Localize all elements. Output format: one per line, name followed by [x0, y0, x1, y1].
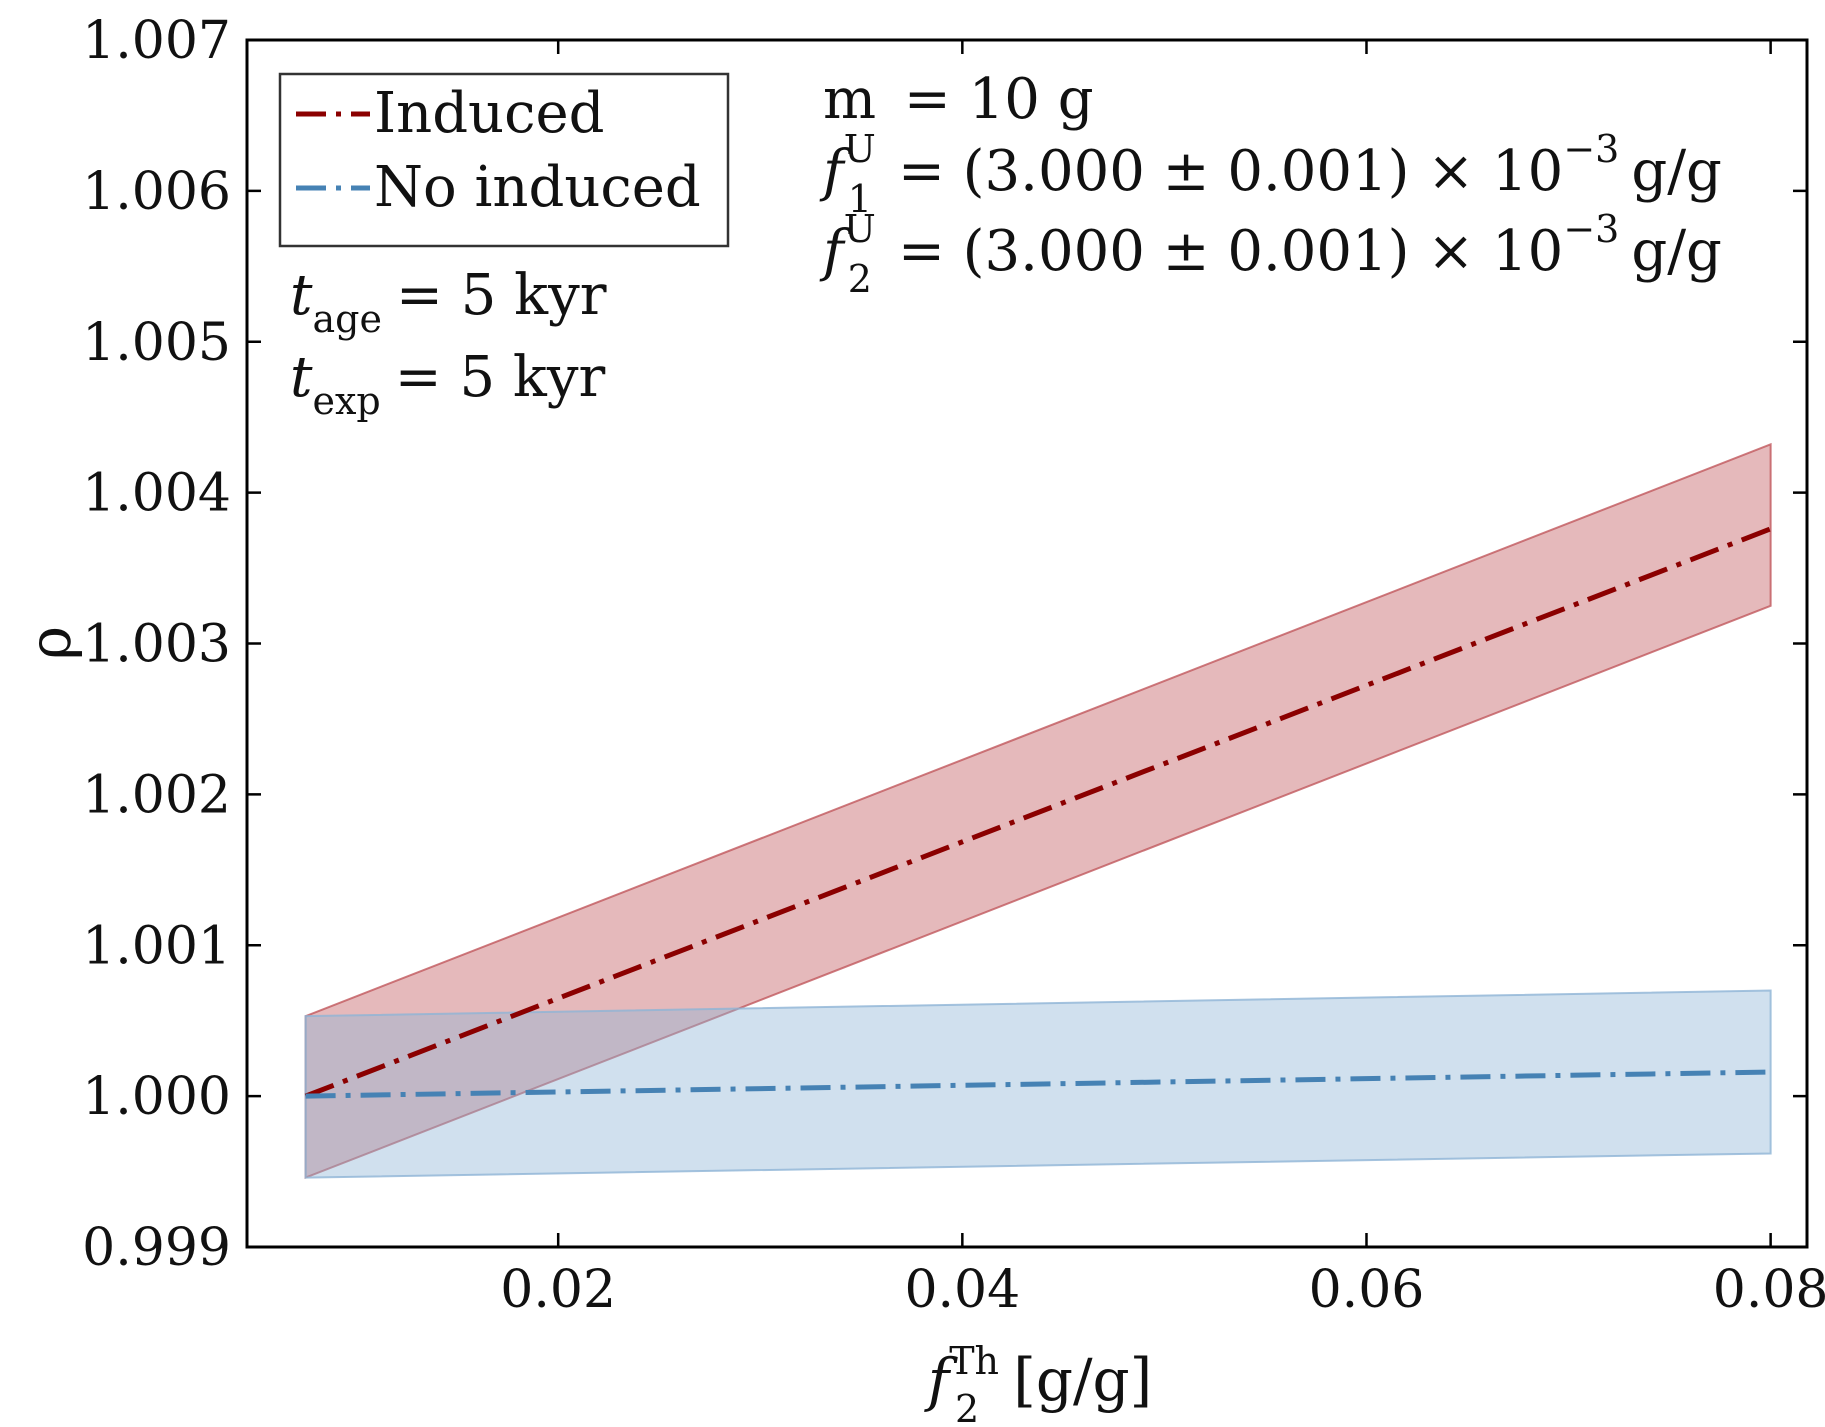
annotation-f2-sup: U — [844, 207, 876, 251]
annotation-t-exp-sub: exp — [313, 379, 381, 423]
y-tick-label: 1.001 — [82, 916, 231, 976]
svg-text:fU2= (3.000 ± 0.001) × 10−3g/g: fU 2 = (3.000 ± 0.001) × 10−3 g/g — [819, 207, 1722, 301]
annotation-f2-exp: −3 — [1563, 207, 1619, 251]
y-tick-label: 1.005 — [82, 313, 231, 373]
x-axis-title-sub: 2 — [955, 1387, 979, 1427]
annotation-t-exp-base: t — [290, 345, 313, 410]
svg-text:texp= 5 kyr: texp = 5 kyr — [290, 345, 605, 423]
line-no-induced — [305, 1069, 1771, 1099]
x-tick-label: 0.08 — [1713, 1260, 1825, 1320]
y-tick-label: 1.004 — [82, 464, 231, 524]
y-tick-label: 1.000 — [82, 1067, 231, 1127]
x-axis-title-sup: Th — [949, 1339, 999, 1383]
legend-box — [278, 72, 730, 248]
y-axis-title: ρ — [16, 626, 84, 660]
annotation-t-exp-rhs: = 5 kyr — [395, 345, 606, 410]
svg-text:fU1= (3.000 ± 0.001) × 10−3g/g: fU 1 = (3.000 ± 0.001) × 10−3 g/g — [819, 127, 1722, 221]
annotation-f2-rhs: = (3.000 ± 0.001) × 10 — [898, 219, 1563, 284]
legend-label-induced: Induced — [374, 81, 604, 146]
annotation-mass-lhs: m — [823, 67, 876, 132]
y-tick-label: 0.999 — [82, 1218, 231, 1278]
annotation-f1-unit: g/g — [1631, 139, 1722, 204]
line-induced — [304, 526, 1772, 1099]
annotation-f1-exp: −3 — [1563, 127, 1619, 171]
legend-label-no-induced: No induced — [374, 155, 701, 220]
annotation-t-age-base: t — [290, 263, 313, 328]
annotation-mass-rhs: = 10 g — [904, 67, 1094, 132]
annotation-f2-sub: 2 — [848, 257, 872, 301]
annotation-t-age: tage = 5 kyr — [290, 263, 607, 341]
annotation-t-age-rhs: = 5 kyr — [396, 263, 607, 328]
x-axis-title-unit: [g/g] — [1013, 1346, 1152, 1414]
y-tick-label: 1.007 — [82, 11, 231, 71]
annotation-t-exp: texp = 5 kyr — [290, 345, 605, 423]
annotation-f2-unit: g/g — [1631, 219, 1722, 284]
annotation-mass: m = 10 g — [823, 67, 1094, 132]
x-axis-title: fTh 2 [g/g] — [924, 1339, 1153, 1427]
series-lines — [304, 526, 1772, 1099]
x-tick-label: 0.04 — [904, 1260, 1020, 1320]
svg-text:tage= 5 kyr: tage = 5 kyr — [290, 263, 607, 341]
x-tick-label: 0.02 — [500, 1260, 616, 1320]
y-tick-label: 1.002 — [82, 765, 231, 825]
annotation-f1-sub: 1 — [848, 177, 872, 221]
annotation-f1-rhs: = (3.000 ± 0.001) × 10 — [898, 139, 1563, 204]
annotation-f1-sup: U — [844, 127, 876, 171]
y-tick-label: 1.006 — [82, 162, 231, 222]
y-tick-label: 1.003 — [82, 615, 231, 675]
annotation-t-age-sub: age — [313, 297, 382, 341]
plot-frame — [245, 38, 1809, 1249]
annotation-f2: fU 2 = (3.000 ± 0.001) × 10−3 g/g — [819, 207, 1722, 301]
x-tick-label: 0.06 — [1309, 1260, 1425, 1320]
legend: Induced No induced — [278, 72, 730, 248]
tick-labels: 0.999 1.000 1.001 1.002 1.003 1.004 1.005 1.006… — [82, 11, 1825, 1320]
svg-text:m = 10 g: m = 10 g — [823, 67, 1094, 132]
annotation-f1: fU 1 = (3.000 ± 0.001) × 10−3 g/g — [819, 127, 1722, 221]
